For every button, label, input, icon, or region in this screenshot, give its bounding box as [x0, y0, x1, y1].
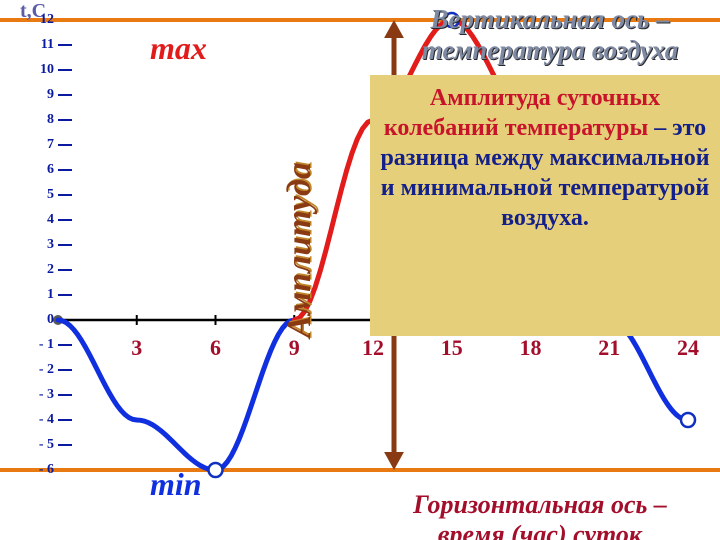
amplitude-label: Амплитуда: [281, 162, 319, 338]
y-tick-label: 8: [24, 112, 54, 128]
x-tick-label: 6: [196, 335, 236, 361]
x-tick-label: 9: [274, 335, 314, 361]
y-tick-label: 2: [24, 262, 54, 278]
y-tick-label: 3: [24, 237, 54, 253]
definition-box: Амплитуда суточных колебаний температуры…: [370, 75, 720, 336]
x-tick-label: 12: [353, 335, 393, 361]
x-tick-label: 18: [511, 335, 551, 361]
y-tick-label: 5: [24, 187, 54, 203]
y-tick-label: - 3: [24, 387, 54, 403]
x-tick-label: 3: [117, 335, 157, 361]
y-tick-label: 12: [24, 12, 54, 28]
definition-term: Амплитуда суточных колебаний температуры: [384, 85, 660, 141]
y-tick-label: 6: [24, 162, 54, 178]
y-tick-label: 11: [24, 37, 54, 53]
y-tick-label: - 2: [24, 362, 54, 378]
x-tick-label: 21: [589, 335, 629, 361]
stage: t,C Вертикальная ось –температура воздух…: [0, 0, 720, 540]
min-label: min: [150, 466, 202, 503]
y-tick-label: 9: [24, 87, 54, 103]
x-tick-label: 24: [668, 335, 708, 361]
y-tick-label: 0: [24, 312, 54, 328]
y-tick-label: - 4: [24, 412, 54, 428]
max-label: max: [150, 30, 207, 67]
y-axis-title: Вертикальная ось –температура воздуха: [380, 4, 720, 66]
x-tick-label: 15: [432, 335, 472, 361]
y-tick-label: 4: [24, 212, 54, 228]
y-tick-label: - 6: [24, 462, 54, 478]
x-axis-title: Горизонтальная ось –время (час) суток: [360, 490, 720, 540]
y-tick-label: - 1: [24, 337, 54, 353]
y-tick-label: 1: [24, 287, 54, 303]
y-tick-label: 10: [24, 62, 54, 78]
y-tick-label: 7: [24, 137, 54, 153]
y-tick-label: - 5: [24, 437, 54, 453]
